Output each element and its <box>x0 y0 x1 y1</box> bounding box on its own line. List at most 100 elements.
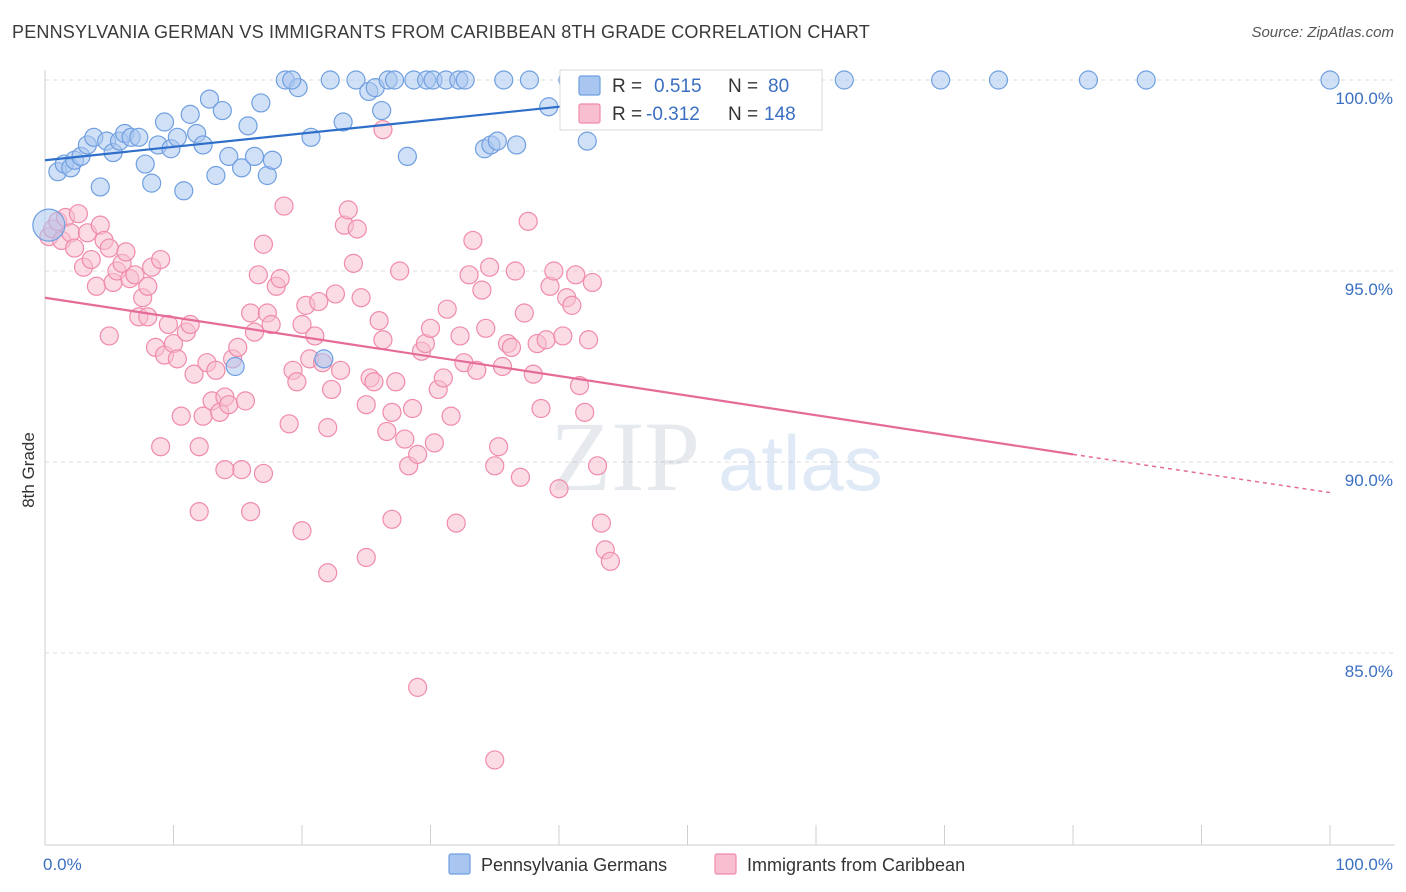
point-immigrants-caribbean-10 <box>81 249 101 270</box>
point-immigrants-caribbean-83 <box>395 429 415 449</box>
point-immigrants-caribbean-102 <box>476 318 496 338</box>
stats-n-label-1: N = <box>728 76 758 97</box>
point-pennsylvania-germans-43 <box>372 100 392 121</box>
point-immigrants-caribbean-142 <box>382 509 402 529</box>
point-immigrants-caribbean-46 <box>235 391 256 411</box>
watermark: ZIP atlas <box>550 401 883 512</box>
point-immigrants-caribbean-71 <box>343 253 363 273</box>
point-immigrants-caribbean-131 <box>600 551 621 571</box>
point-immigrants-caribbean-90 <box>424 433 444 453</box>
point-immigrants-caribbean-126 <box>578 330 599 350</box>
point-immigrants-caribbean-68 <box>330 360 351 380</box>
point-immigrants-caribbean-127 <box>582 272 603 293</box>
stats-box-frame <box>559 69 823 131</box>
point-pennsylvania-germans-72 <box>1320 70 1340 90</box>
stats-swatch-pink <box>578 103 601 124</box>
legend-swatch-immigrants-caribbean <box>714 853 737 875</box>
point-immigrants-caribbean-48 <box>244 322 265 342</box>
point-pennsylvania-germans-29 <box>238 116 258 136</box>
point-immigrants-caribbean-81 <box>386 372 406 392</box>
point-pennsylvania-germans-20 <box>174 181 194 201</box>
point-pennsylvania-germans-39 <box>333 112 353 132</box>
point-immigrants-caribbean-34 <box>184 364 204 384</box>
point-immigrants-caribbean-7 <box>68 204 89 224</box>
point-immigrants-caribbean-89 <box>420 318 441 338</box>
point-immigrants-caribbean-30 <box>167 349 187 369</box>
legend-label-pennsylvania-germans: Pennsylvania Germans <box>481 855 667 875</box>
point-immigrants-caribbean-143 <box>408 677 428 697</box>
point-pennsylvania-germans-75 <box>506 135 527 155</box>
point-pennsylvania-germans-79 <box>32 208 66 242</box>
series-immigrants-caribbean-points <box>39 120 621 770</box>
point-immigrants-caribbean-6 <box>64 238 85 258</box>
point-pennsylvania-germans-13 <box>129 127 149 147</box>
point-immigrants-caribbean-125 <box>575 402 595 422</box>
point-immigrants-caribbean-52 <box>261 314 281 335</box>
point-pennsylvania-germans-14 <box>135 154 155 174</box>
stats-r-label-2: R = <box>612 104 642 125</box>
point-immigrants-caribbean-119 <box>549 479 569 499</box>
point-pennsylvania-germans-70 <box>1078 70 1099 90</box>
point-immigrants-caribbean-56 <box>279 414 299 434</box>
point-immigrants-caribbean-67 <box>325 284 346 304</box>
point-pennsylvania-germans-57 <box>519 70 540 90</box>
point-pennsylvania-germans-68 <box>931 70 951 90</box>
point-immigrants-caribbean-93 <box>437 299 457 319</box>
point-immigrants-caribbean-123 <box>566 265 586 285</box>
point-immigrants-caribbean-58 <box>287 372 307 392</box>
point-immigrants-caribbean-18 <box>116 242 136 262</box>
point-immigrants-caribbean-99 <box>463 230 483 251</box>
point-pennsylvania-germans-40 <box>346 70 366 90</box>
point-immigrants-caribbean-73 <box>351 288 371 308</box>
point-immigrants-caribbean-31 <box>171 406 191 426</box>
point-immigrants-caribbean-136 <box>215 460 235 480</box>
watermark-atlas: atlas <box>718 419 883 507</box>
point-immigrants-caribbean-85 <box>402 398 423 419</box>
point-immigrants-caribbean-72 <box>347 219 367 239</box>
point-immigrants-caribbean-49 <box>248 265 268 285</box>
x-tick-label-1: 100.0% <box>1335 855 1393 874</box>
point-immigrants-caribbean-135 <box>189 502 209 522</box>
point-immigrants-caribbean-55 <box>274 196 294 216</box>
point-immigrants-caribbean-35 <box>189 437 209 457</box>
point-pennsylvania-germans-69 <box>988 70 1009 90</box>
point-immigrants-caribbean-82 <box>390 261 410 281</box>
point-immigrants-caribbean-54 <box>270 269 290 289</box>
stats-box: R = 0.515 N = 80 R = -0.312 N = 148 <box>559 69 823 131</box>
point-immigrants-caribbean-59 <box>292 314 312 335</box>
point-immigrants-caribbean-70 <box>338 200 358 220</box>
trend-line-immigrants-caribbean <box>44 296 1074 456</box>
point-immigrants-caribbean-100 <box>467 360 487 380</box>
point-immigrants-caribbean-116 <box>536 330 556 350</box>
point-pennsylvania-germans-71 <box>1136 70 1156 90</box>
point-immigrants-caribbean-101 <box>472 280 492 300</box>
stats-n-label-2: N = <box>728 104 758 125</box>
stats-n-value-1: 80 <box>768 76 789 97</box>
point-immigrants-caribbean-44 <box>228 337 248 357</box>
point-pennsylvania-germans-52 <box>455 70 475 90</box>
stats-n-value-2: 148 <box>764 104 796 125</box>
point-pennsylvania-germans-55 <box>487 131 507 151</box>
point-immigrants-caribbean-26 <box>151 249 171 270</box>
y-tick-label-1: 95.0% <box>1345 280 1393 299</box>
point-immigrants-caribbean-62 <box>305 326 325 346</box>
point-immigrants-caribbean-122 <box>562 295 582 315</box>
point-immigrants-caribbean-134 <box>151 437 171 457</box>
point-immigrants-caribbean-103 <box>480 257 500 277</box>
point-immigrants-caribbean-124 <box>569 376 590 396</box>
point-immigrants-caribbean-110 <box>510 467 531 487</box>
point-immigrants-caribbean-66 <box>321 379 342 400</box>
axes <box>44 70 1395 846</box>
point-immigrants-caribbean-23 <box>138 276 158 296</box>
point-immigrants-caribbean-120 <box>553 326 573 346</box>
chart-title: PENNSYLVANIA GERMAN VS IMMIGRANTS FROM C… <box>12 22 870 42</box>
point-pennsylvania-germans-15 <box>142 173 162 193</box>
point-immigrants-caribbean-132 <box>99 326 119 346</box>
y-tick-label-2: 90.0% <box>1345 471 1393 490</box>
point-pennsylvania-germans-31 <box>251 93 271 113</box>
point-pennsylvania-germans-24 <box>199 89 220 109</box>
point-immigrants-caribbean-78 <box>373 330 393 350</box>
point-immigrants-caribbean-140 <box>318 563 338 583</box>
point-immigrants-caribbean-141 <box>356 547 376 568</box>
point-immigrants-caribbean-20 <box>125 265 145 285</box>
